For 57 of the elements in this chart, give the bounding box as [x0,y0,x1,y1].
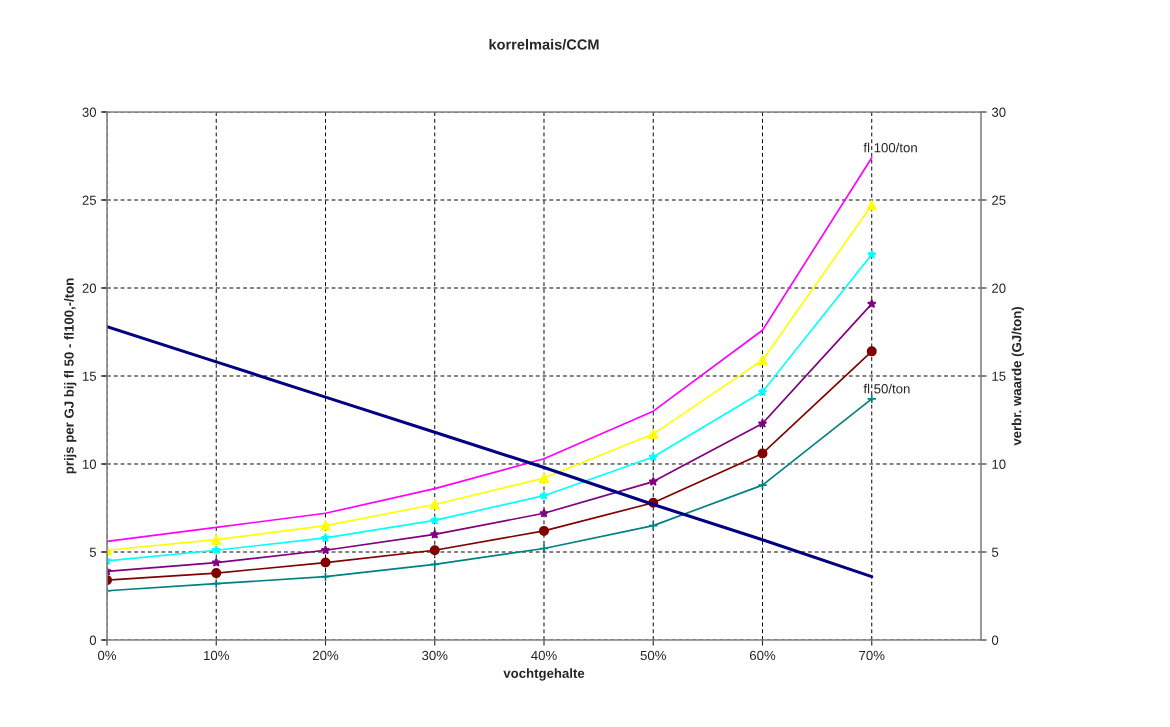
y-tick-label: 0 [89,635,97,645]
point [211,545,222,555]
y2-tick-label: 0 [991,635,999,645]
point [211,534,222,545]
x-tick-label: 0% [97,650,117,661]
point [648,429,659,440]
point [539,490,549,500]
y-tick-label: 10 [82,459,97,469]
x-tick-label: 30% [422,650,448,661]
point [429,559,440,570]
x-axis-title: vochtgehalte [503,668,585,681]
point [866,200,877,211]
point [429,515,440,525]
point [648,476,659,486]
point [320,545,331,555]
y-tick-label: 25 [82,195,97,205]
x-tick-label: 40% [531,650,557,661]
point [757,355,768,366]
y-tick-label: 5 [89,547,97,557]
point [866,346,877,357]
point [211,568,222,579]
x-tick-label: 70% [859,650,885,661]
y2-tick-label: 5 [991,547,999,557]
y2-tick-label: 25 [992,195,1006,205]
point [866,249,877,259]
x-tick-label: 10% [204,650,229,661]
y-tick-label: 20 [82,283,97,293]
y-tick-label: 15 [82,371,97,381]
x-tick-label: 20% [312,650,339,661]
point [539,508,549,518]
y2-axis-title: verbr. waarde (GJ/ton) [1011,306,1024,446]
point [757,418,768,428]
point [320,557,331,568]
chart-title: korrelmais/CCM [489,38,599,50]
point [429,499,440,510]
point [538,473,550,484]
y-tick-label: 30 [82,107,97,117]
y2-tick-label: 10 [992,459,1006,469]
point [211,557,222,567]
annotation: fl 100/ton [863,142,917,153]
y2-tick-label: 30 [991,107,1006,117]
annotation: fl 50/ton [863,383,910,394]
x-tick-label: 50% [640,650,666,661]
y2-tick-label: 15 [992,371,1006,381]
point [320,520,331,531]
point [866,393,877,404]
y-axis-title: prijs per GJ bij fl 50 - fl100,-/ton [64,278,77,474]
point [538,525,550,536]
point [757,386,768,397]
point [429,545,440,556]
point [429,529,440,539]
point [866,298,877,309]
point [320,532,331,543]
point [757,448,768,459]
point [211,578,222,589]
x-tick-label: 60% [749,650,776,661]
y2-tick-label: 20 [992,283,1006,293]
